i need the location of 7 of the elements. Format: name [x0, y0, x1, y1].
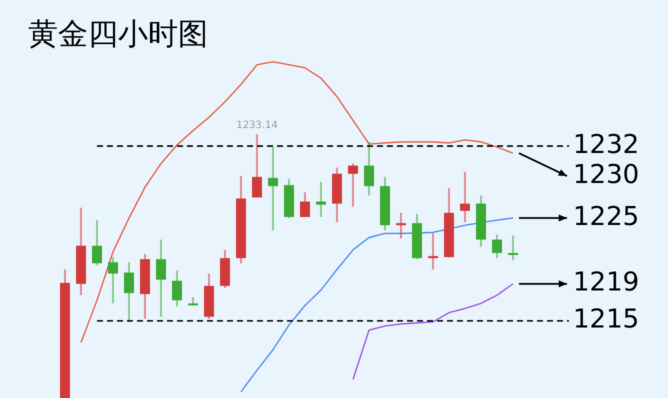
ref-line-label: 1215: [573, 304, 640, 335]
annotation: 1233.14: [236, 120, 278, 131]
text: 1225: [573, 202, 640, 232]
ref-line-label: 1232: [573, 130, 640, 160]
text: 1219: [573, 268, 640, 298]
text: 黄金四小时图: [28, 16, 208, 54]
text: 1230: [573, 160, 640, 190]
